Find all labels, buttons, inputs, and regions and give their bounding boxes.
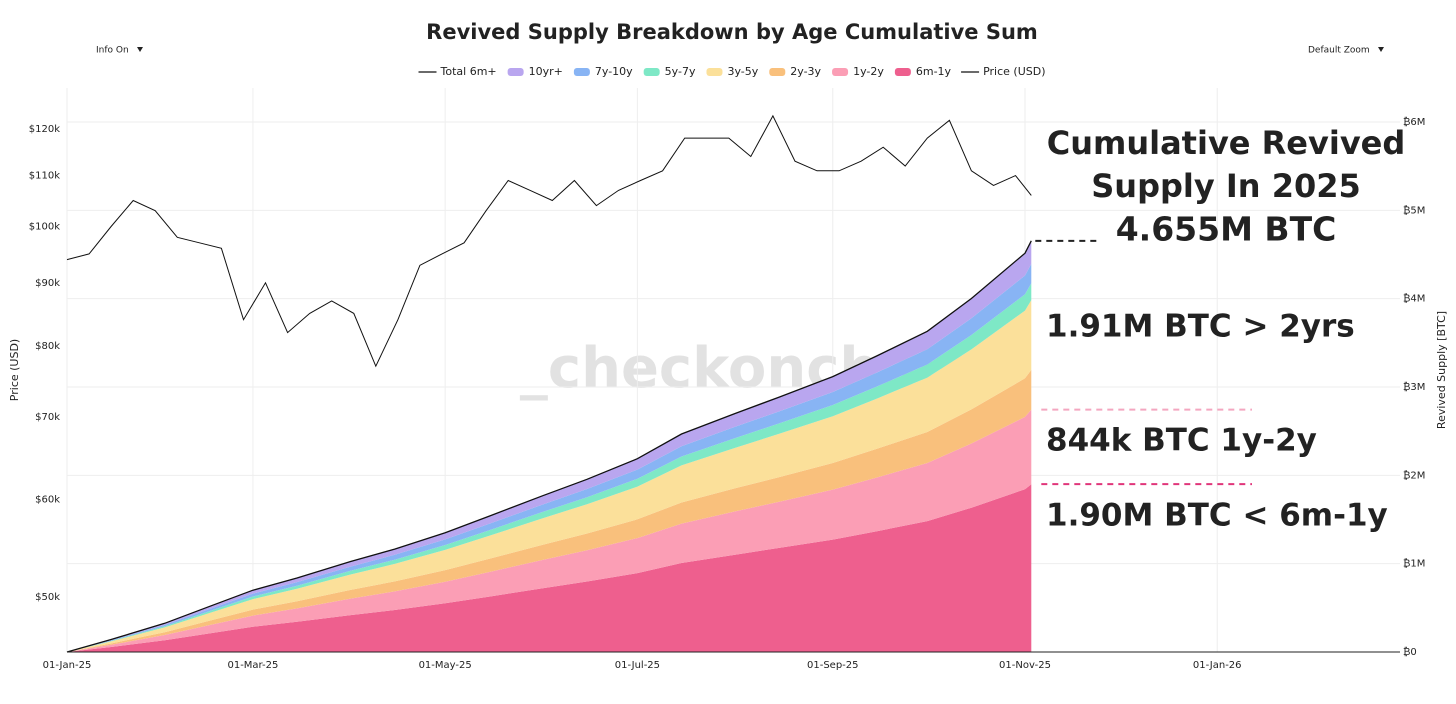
legend-label: 2y-3y xyxy=(790,65,821,78)
y-tick-label: $120k xyxy=(29,124,60,135)
y2-axis-title: Revived Supply [BTC] xyxy=(1435,311,1448,429)
y2-tick-label: ₿6M xyxy=(1403,116,1425,128)
legend-item: 3y-5y xyxy=(706,65,759,78)
annotation: 1.91M BTC > 2yrs xyxy=(1046,309,1355,345)
y-axis-title: Price (USD) xyxy=(8,339,21,401)
y2-tick-label: ₿2M xyxy=(1403,469,1425,481)
stack-area xyxy=(67,409,1032,652)
y-tick-label: $110k xyxy=(29,171,60,182)
legend-label: 10yr+ xyxy=(529,65,563,78)
legend-swatch xyxy=(643,68,660,76)
legend-label: 5y-7y xyxy=(665,65,696,78)
x-tick-label: 01-Mar-25 xyxy=(227,660,278,671)
legend-item: 5y-7y xyxy=(643,65,696,78)
legend-item: Total 6m+ xyxy=(418,65,497,78)
info-toggle[interactable]: Info On xyxy=(96,46,129,56)
x-tick-label: 01-Nov-25 xyxy=(999,660,1051,671)
series-line xyxy=(66,240,1032,653)
x-tick-label: 01-Jan-25 xyxy=(43,660,92,671)
legend-swatch xyxy=(507,68,524,76)
legend-item: 6m-1y xyxy=(894,65,952,78)
y-tick-label: $100k xyxy=(29,222,60,233)
y2-tick-label: ₿1M xyxy=(1403,558,1425,570)
legend-item: 2y-3y xyxy=(769,65,822,78)
annotation: 4.655M BTC xyxy=(1116,210,1337,249)
legend: Total 6m+ 10yr+ 7y-10y 5y-7y 3y-5y 2y-3y 1y-2y… xyxy=(418,65,1045,78)
y2-tick-label: ₿4M xyxy=(1403,293,1425,305)
legend-swatch xyxy=(769,68,786,76)
x-tick-label: 01-May-25 xyxy=(419,660,472,671)
annotation: 1.90M BTC < 6m-1y xyxy=(1046,498,1388,534)
dropdown-icon[interactable] xyxy=(137,47,143,52)
areas xyxy=(67,240,1032,653)
legend-item: 1y-2y xyxy=(832,65,884,78)
axes: 01-Jan-25 01-Mar-25 01-May-25 01-Jul-25 01-S… xyxy=(29,116,1426,671)
annotation: 844k BTC 1y-2y xyxy=(1046,423,1317,459)
legend-label: 6m-1y xyxy=(916,65,952,78)
y-tick-label: $80k xyxy=(35,341,60,352)
y-tick-label: $90k xyxy=(35,278,60,289)
x-tick-label: 01-Jul-25 xyxy=(615,660,660,671)
legend-item: 10yr+ xyxy=(507,65,563,78)
lines xyxy=(66,114,1032,653)
legend-swatch xyxy=(706,68,723,76)
annotation: Supply In 2025 xyxy=(1091,167,1361,205)
info-control[interactable]: Info On xyxy=(96,46,143,56)
y2-tick-label: ₿5M xyxy=(1403,204,1425,216)
zoom-control[interactable]: Default Zoom xyxy=(1308,46,1384,56)
legend-label: 7y-10y xyxy=(595,65,633,78)
legend-label: Price (USD) xyxy=(983,65,1045,78)
y2-tick-label: ₿3M xyxy=(1403,381,1425,393)
y2-tick-label: ₿0 xyxy=(1403,646,1417,658)
dropdown-icon[interactable] xyxy=(1378,47,1384,52)
legend-item: 7y-10y xyxy=(573,65,633,78)
legend-label: 3y-5y xyxy=(727,65,758,78)
annotation: Cumulative Revived xyxy=(1047,124,1406,162)
legend-label: Total 6m+ xyxy=(440,65,497,78)
annotations: Cumulative Revived Supply In 2025 4.655M B… xyxy=(1035,124,1405,534)
series-line xyxy=(66,114,1032,368)
chart-title: Revived Supply Breakdown by Age Cumulati… xyxy=(426,20,1038,44)
legend-swatch xyxy=(832,68,849,76)
y-tick-label: $50k xyxy=(35,592,60,603)
legend-swatch xyxy=(573,68,590,76)
zoom-select[interactable]: Default Zoom xyxy=(1308,46,1370,56)
y-tick-label: $70k xyxy=(35,412,60,423)
x-tick-label: 01-Sep-25 xyxy=(807,660,859,671)
y-tick-label: $60k xyxy=(35,494,60,505)
legend-label: 1y-2y xyxy=(853,65,884,78)
x-tick-label: 01-Jan-26 xyxy=(1193,660,1242,671)
legend-item: Price (USD) xyxy=(961,65,1045,78)
stack-area xyxy=(67,484,1032,652)
legend-swatch xyxy=(894,68,911,76)
